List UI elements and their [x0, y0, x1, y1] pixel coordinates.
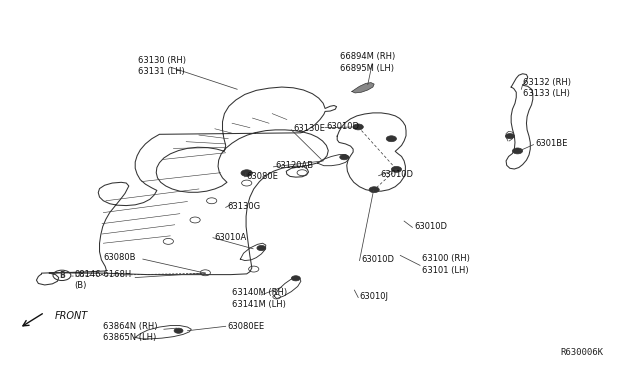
Text: 63010D: 63010D: [362, 255, 394, 264]
Circle shape: [353, 124, 364, 130]
Circle shape: [387, 136, 396, 142]
Circle shape: [174, 328, 183, 333]
Text: 63080E: 63080E: [246, 172, 278, 181]
Text: 63100 (RH)
63101 (LH): 63100 (RH) 63101 (LH): [422, 254, 470, 275]
Text: 66894M (RH)
66895M (LH): 66894M (RH) 66895M (LH): [340, 52, 396, 73]
Circle shape: [369, 187, 380, 193]
Circle shape: [257, 246, 266, 251]
Text: 63864N (RH)
63865N (LH): 63864N (RH) 63865N (LH): [103, 322, 158, 342]
Text: 63010J: 63010J: [360, 292, 388, 301]
Polygon shape: [352, 83, 374, 93]
Text: 63010A: 63010A: [215, 233, 247, 242]
Text: 63140M (RH)
63141M (LH): 63140M (RH) 63141M (LH): [232, 288, 287, 309]
Text: 63080EE: 63080EE: [228, 322, 265, 331]
Circle shape: [340, 155, 349, 160]
Text: 63080B: 63080B: [103, 253, 136, 263]
Circle shape: [291, 276, 300, 281]
Text: 08146-6168H
(B): 08146-6168H (B): [75, 270, 132, 291]
Circle shape: [506, 134, 515, 139]
Text: 63130 (RH)
63131 (LH): 63130 (RH) 63131 (LH): [138, 56, 186, 76]
Text: 63010D: 63010D: [381, 170, 413, 179]
Text: FRONT: FRONT: [54, 311, 88, 321]
Text: 6301BE: 6301BE: [536, 139, 568, 148]
Text: 63120AB: 63120AB: [275, 161, 314, 170]
Text: 63130G: 63130G: [228, 202, 260, 211]
Circle shape: [392, 166, 401, 172]
Text: R630006K: R630006K: [561, 347, 604, 357]
Circle shape: [513, 148, 523, 154]
Text: B: B: [59, 271, 65, 280]
Text: 63132 (RH)
63133 (LH): 63132 (RH) 63133 (LH): [523, 78, 571, 98]
Text: 63010D: 63010D: [414, 222, 447, 231]
Text: 63130E: 63130E: [293, 124, 325, 133]
Circle shape: [241, 170, 252, 176]
Text: 63010D: 63010D: [326, 122, 360, 131]
